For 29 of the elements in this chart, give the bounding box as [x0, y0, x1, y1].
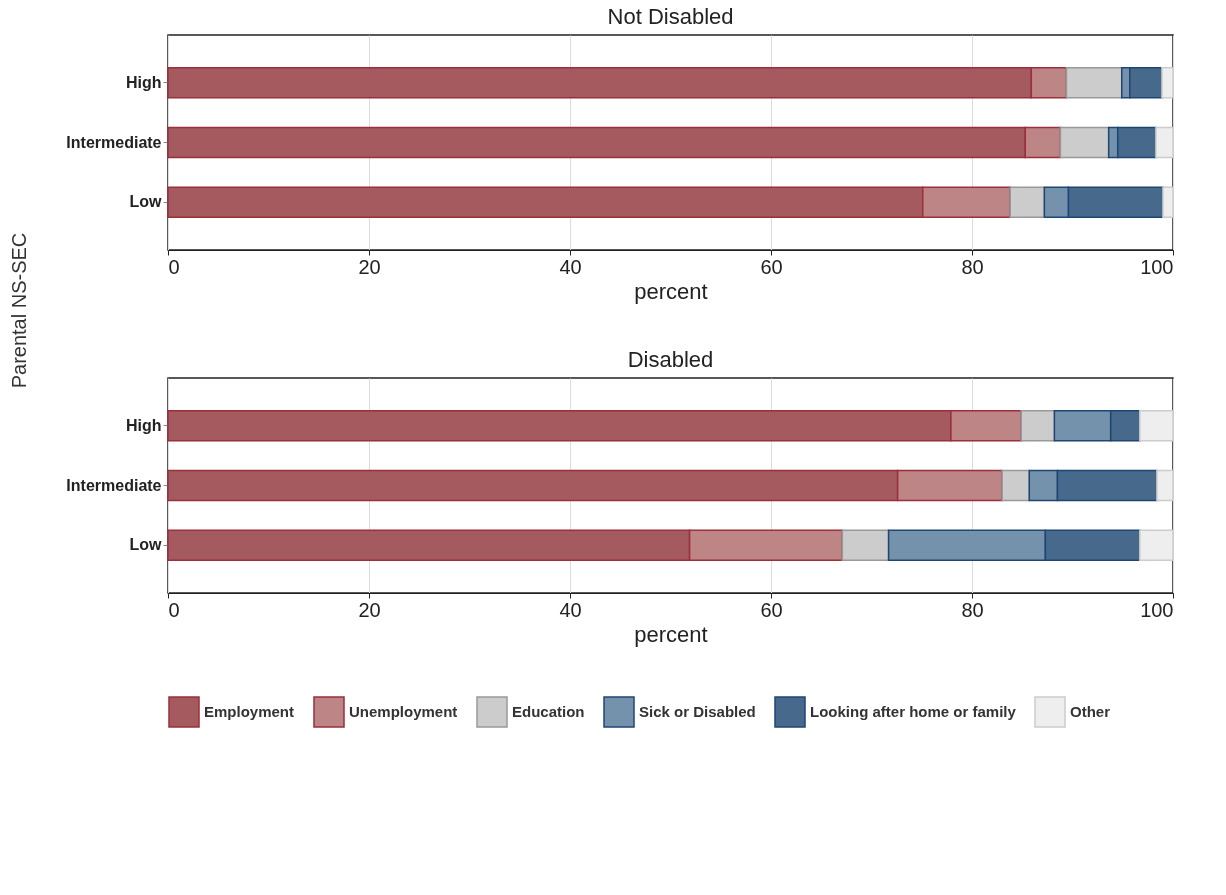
legend-label: Employment	[204, 703, 295, 720]
legend-label: Other	[1070, 703, 1111, 720]
y-tick-label: High	[125, 416, 162, 434]
x-tick-label: 0	[168, 598, 180, 621]
x-tick-label: 20	[358, 255, 381, 278]
x-tick-label: 20	[358, 598, 381, 621]
x-tick-label: 80	[961, 255, 984, 278]
chart-title: Disabled	[627, 347, 714, 372]
y-tick-label: Low	[129, 193, 163, 211]
x-tick-label: 40	[559, 255, 582, 278]
legend-label: Unemployment	[349, 703, 458, 720]
x-tick-label: 60	[760, 255, 783, 278]
x-axis-title: percent	[634, 621, 708, 647]
x-tick-label: 40	[559, 598, 582, 621]
y-axis-title: Parental NS-SEC	[8, 232, 32, 388]
x-tick-label: 80	[961, 598, 984, 621]
x-tick-label: 0	[168, 255, 180, 278]
x-tick-label: 100	[1140, 598, 1174, 621]
y-tick-label: Intermediate	[66, 133, 162, 151]
y-tick-label: Low	[129, 536, 163, 554]
x-axis-title: percent	[634, 278, 708, 304]
x-tick-label: 100	[1140, 255, 1174, 278]
y-tick-label: High	[125, 73, 162, 91]
legend-label: Looking after home or family	[810, 703, 1017, 720]
y-tick-label: Intermediate	[66, 476, 162, 494]
legend-label: Sick or Disabled	[639, 703, 756, 720]
chart-title: Not Disabled	[607, 4, 734, 29]
legend-label: Education	[512, 703, 585, 720]
x-tick-label: 60	[760, 598, 783, 621]
